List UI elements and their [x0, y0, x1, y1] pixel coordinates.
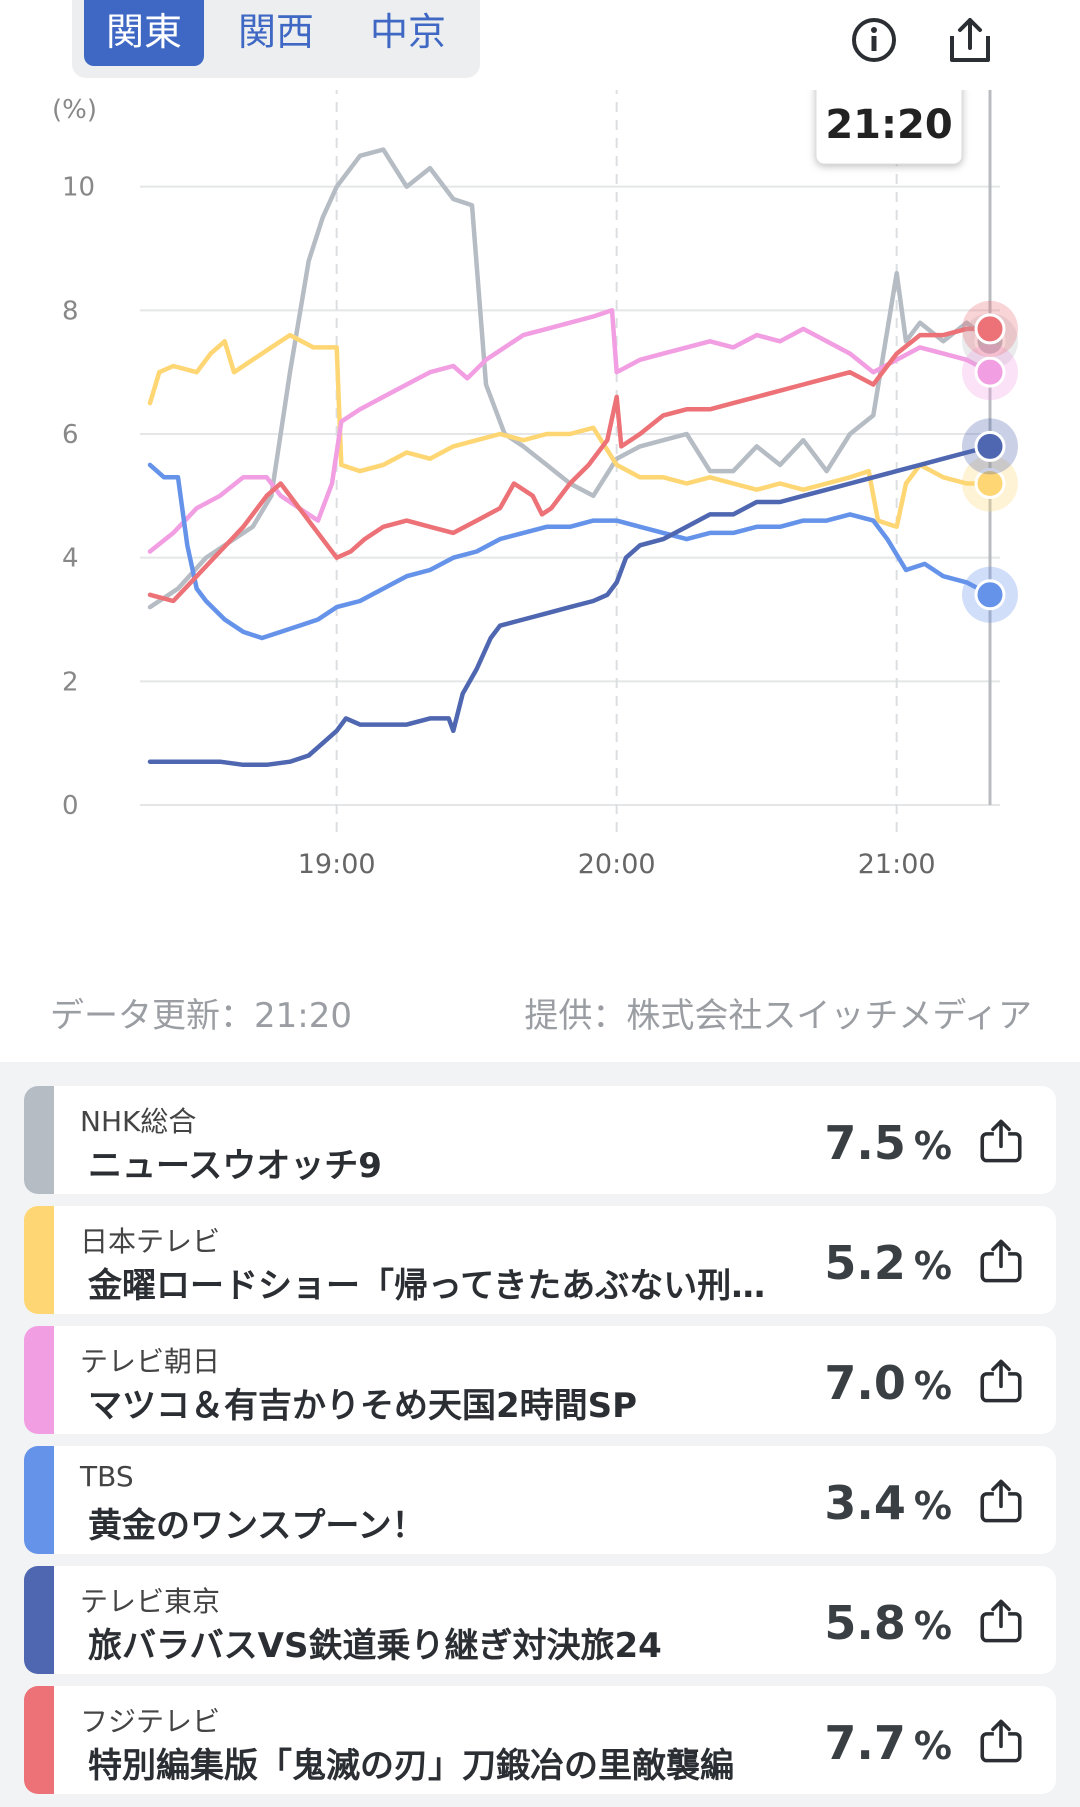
- y-tick-label: 2: [62, 667, 79, 697]
- station-name: テレビ東京: [80, 1585, 221, 1618]
- program-title: 旅バラバスVS鉄道乗り継ぎ対決旅24: [88, 1626, 662, 1666]
- chart-series: [147, 147, 993, 768]
- program-title: 特別編集版「鬼滅の刃」刀鍛冶の里敵襲編: [88, 1746, 734, 1786]
- x-tick-label: 20:00: [578, 849, 656, 880]
- info-circle-icon[interactable]: [846, 12, 902, 68]
- station-name: フジテレビ: [80, 1705, 221, 1738]
- y-axis-ticks: 024681012: [62, 173, 95, 821]
- tab-kansai[interactable]: 関西: [237, 10, 314, 54]
- station-name: TBS: [80, 1460, 134, 1493]
- program-title: ニュースウオッチ9: [88, 1146, 382, 1186]
- share-upload-icon[interactable]: [976, 1236, 1026, 1286]
- share-upload-icon[interactable]: [976, 1716, 1026, 1766]
- share-upload-icon[interactable]: [976, 1476, 1026, 1526]
- chart-grid: [140, 90, 1000, 835]
- station-name: NHK総合: [80, 1105, 197, 1138]
- program-row-tbs[interactable]: TBS 黄金のワンスプーン！ 3.4%: [24, 1446, 1056, 1554]
- program-row-tvasahi[interactable]: テレビ朝日 マツコ＆有吉かりそめ天国2時間SP 7.0%: [24, 1326, 1056, 1434]
- program-title: 黄金のワンスプーン！: [88, 1506, 426, 1546]
- station-color-bar: [24, 1206, 54, 1314]
- share-upload-icon[interactable]: [942, 12, 998, 68]
- cursor-time-label: 21:20: [825, 102, 952, 148]
- tab-kanto[interactable]: 関東: [84, 0, 204, 66]
- cursor-time-badge: [815, 90, 963, 165]
- station-name: 日本テレビ: [80, 1225, 221, 1258]
- x-tick-label: 21:00: [858, 849, 936, 880]
- station-color-bar: [24, 1566, 54, 1674]
- series-line-2: [147, 308, 993, 554]
- series-line-0: [147, 147, 993, 610]
- y-axis-label: (%): [52, 95, 97, 125]
- series-line-3: [147, 462, 993, 641]
- series-end-dot: [974, 579, 1006, 611]
- series-end-dot: [974, 467, 1006, 499]
- series-end-dot: [974, 313, 1006, 345]
- region-tabs: 関東 関西 中京: [72, 0, 480, 78]
- data-source-text: 提供：株式会社スイッチメディア: [524, 996, 1032, 1036]
- data-update-text: データ更新：21:20: [50, 996, 352, 1036]
- share-upload-icon[interactable]: [976, 1116, 1026, 1166]
- station-color-bar: [24, 1686, 54, 1794]
- station-color-bar: [24, 1326, 54, 1434]
- program-title: 金曜ロードショー「帰ってきたあぶない刑…: [88, 1266, 766, 1306]
- rating-value: 7.0%: [824, 1356, 952, 1410]
- rating-value: 5.2%: [824, 1236, 952, 1290]
- rating-value: 5.8%: [824, 1596, 952, 1650]
- program-row-tvtokyo[interactable]: テレビ東京 旅バラバスVS鉄道乗り継ぎ対決旅24 5.8%: [24, 1566, 1056, 1674]
- share-upload-icon[interactable]: [976, 1356, 1026, 1406]
- station-color-bar: [24, 1446, 54, 1554]
- x-axis-ticks: 19:00 20:00 21:00: [298, 849, 936, 880]
- y-tick-label: 6: [62, 420, 79, 450]
- station-name: テレビ朝日: [80, 1345, 221, 1378]
- time-cursor[interactable]: 21:20: [815, 90, 992, 805]
- program-row-nhk[interactable]: NHK総合 ニュースウオッチ9 7.5%: [24, 1086, 1056, 1194]
- series-line-4: [147, 444, 993, 768]
- program-title: マツコ＆有吉かりそめ天国2時間SP: [88, 1386, 638, 1426]
- series-end-dots: [962, 300, 1018, 623]
- tab-chukyo[interactable]: 中京: [369, 10, 446, 54]
- station-color-bar: [24, 1086, 54, 1194]
- y-tick-label: 10: [62, 173, 95, 203]
- series-line-5: [147, 326, 993, 604]
- program-row-ntv[interactable]: 日本テレビ 金曜ロードショー「帰ってきたあぶない刑… 5.2%: [24, 1206, 1056, 1314]
- program-row-fuji[interactable]: フジテレビ 特別編集版「鬼滅の刃」刀鍛冶の里敵襲編 7.7%: [24, 1686, 1056, 1794]
- y-tick-label: 0: [62, 791, 79, 821]
- program-list: NHK総合 ニュースウオッチ9 7.5% 日本テレビ 金曜ロードショー「帰ってき…: [0, 1062, 1080, 1807]
- rating-value: 7.5%: [824, 1116, 952, 1170]
- y-tick-label: 4: [62, 544, 79, 574]
- y-tick-label: 8: [62, 296, 79, 326]
- rating-value: 7.7%: [824, 1716, 952, 1770]
- x-tick-label: 19:00: [298, 849, 376, 880]
- series-end-dot: [974, 356, 1006, 388]
- rating-value: 3.4%: [824, 1476, 952, 1530]
- series-end-dot: [974, 430, 1006, 462]
- share-upload-icon[interactable]: [976, 1596, 1026, 1646]
- series-line-1: [147, 332, 993, 530]
